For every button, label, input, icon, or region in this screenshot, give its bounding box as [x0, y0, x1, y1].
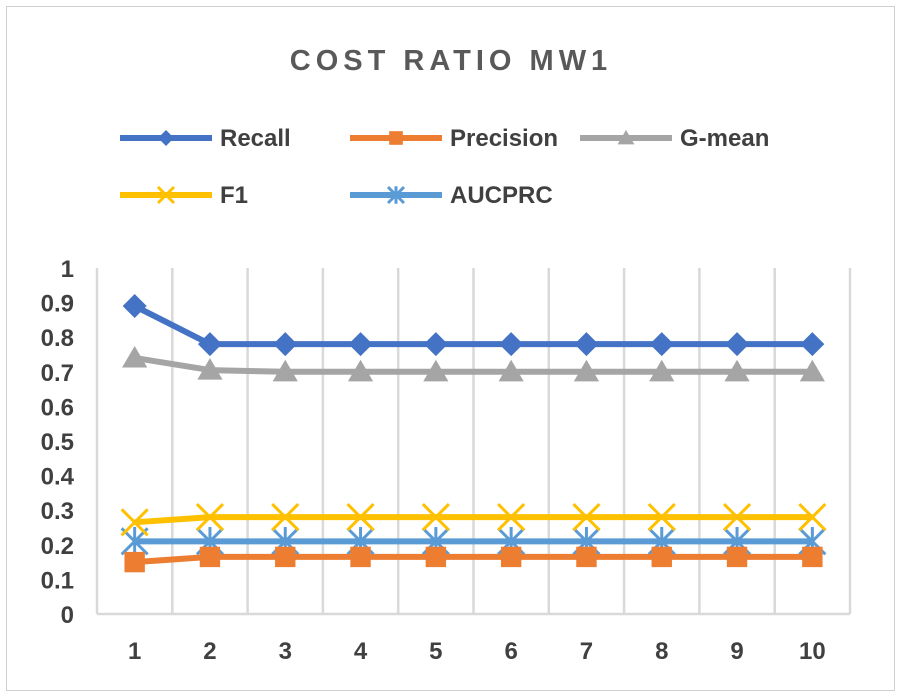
y-tick-label: 0.2 [41, 533, 74, 560]
x-tick-label: 1 [128, 638, 141, 665]
data-point [122, 345, 148, 368]
legend-marker [617, 130, 635, 145]
y-tick-label: 0.5 [41, 429, 74, 456]
series-layer [120, 294, 827, 573]
y-tick-label: 0.8 [41, 325, 74, 352]
data-point [802, 546, 823, 568]
data-point [271, 503, 300, 532]
data-point [649, 359, 675, 382]
legend-item-aucprc: AUCPRC [350, 182, 553, 209]
y-tick-label: 0.3 [41, 498, 74, 525]
data-point [423, 359, 449, 382]
data-point [197, 332, 222, 357]
series-precision [124, 546, 823, 573]
data-point [647, 503, 676, 532]
x-tick-label: 8 [655, 638, 668, 665]
x-tick-label: 2 [203, 638, 216, 665]
data-point [726, 546, 748, 568]
data-point [124, 551, 145, 573]
data-point [272, 359, 298, 382]
y-tick-label: 1 [61, 256, 74, 283]
data-point [724, 359, 750, 382]
legend-label: Precision [450, 125, 558, 152]
legend-label: Recall [220, 125, 291, 152]
chart-frame [6, 6, 895, 691]
x-tick-label: 3 [279, 638, 292, 665]
data-point [421, 503, 450, 532]
y-tick-label: 0.9 [41, 291, 74, 318]
y-tick-label: 0.7 [41, 360, 74, 387]
x-tick-label: 7 [580, 638, 593, 665]
legend-item-precision: Precision [350, 125, 558, 152]
data-point [497, 503, 526, 532]
legend-marker [386, 185, 406, 205]
data-point [722, 503, 752, 532]
data-point [799, 359, 825, 382]
y-tick-label: 0.4 [41, 464, 75, 491]
data-point [122, 294, 147, 319]
data-point [500, 546, 522, 568]
legend-label: G-mean [680, 125, 769, 152]
data-point [725, 332, 750, 357]
data-point [651, 546, 672, 568]
data-point [197, 358, 223, 380]
data-point [120, 508, 149, 537]
axes: 0 0.1 0.2 0.3 0.4 0.5 0.6 0.7 0.8 0.9 1 1 2 3 4 5 6 7 8 9 10 [41, 256, 850, 665]
series-line [134, 354, 813, 375]
data-point [348, 332, 373, 357]
legend-marker [156, 185, 176, 205]
data-point [649, 332, 674, 357]
legend: Recall Precision G-mean F1 AUCPRC [120, 125, 769, 209]
legend-label: F1 [220, 182, 248, 209]
data-point [425, 546, 447, 568]
y-tick-label: 0 [61, 602, 74, 629]
data-point [572, 503, 601, 532]
y-tick-label: 0.1 [41, 567, 74, 594]
data-point [273, 332, 298, 357]
legend-marker [389, 131, 403, 145]
x-tick-label: 5 [429, 638, 442, 665]
data-point [574, 332, 599, 357]
legend-item-recall: Recall [120, 125, 291, 152]
x-tick-label: 10 [799, 638, 826, 665]
series-line [134, 553, 813, 566]
x-tick-label: 6 [504, 638, 517, 665]
series-line [133, 303, 813, 348]
legend-label: AUCPRC [450, 182, 553, 209]
data-point [346, 503, 375, 532]
x-tick-label: 4 [354, 638, 368, 665]
legend-item-f1: F1 [120, 182, 248, 209]
data-point [199, 546, 221, 568]
data-point [350, 546, 371, 568]
data-point [498, 359, 524, 382]
data-point [499, 332, 524, 357]
y-tick-label: 0.6 [41, 394, 74, 421]
series-line [134, 514, 813, 526]
legend-marker [158, 130, 174, 146]
data-point [573, 359, 600, 382]
data-point [800, 332, 825, 357]
legend-item-g-mean: G-mean [580, 125, 769, 152]
series-recall [122, 294, 825, 357]
data-point [576, 546, 597, 568]
series-g-mean [122, 345, 825, 382]
series-f1 [120, 503, 827, 537]
data-point [798, 503, 827, 532]
x-tick-label: 9 [730, 638, 743, 665]
data-point [275, 546, 296, 568]
data-point [195, 503, 225, 532]
chart-title: COST RATIO MW1 [290, 45, 612, 77]
data-point [347, 359, 374, 382]
data-point [423, 332, 448, 357]
